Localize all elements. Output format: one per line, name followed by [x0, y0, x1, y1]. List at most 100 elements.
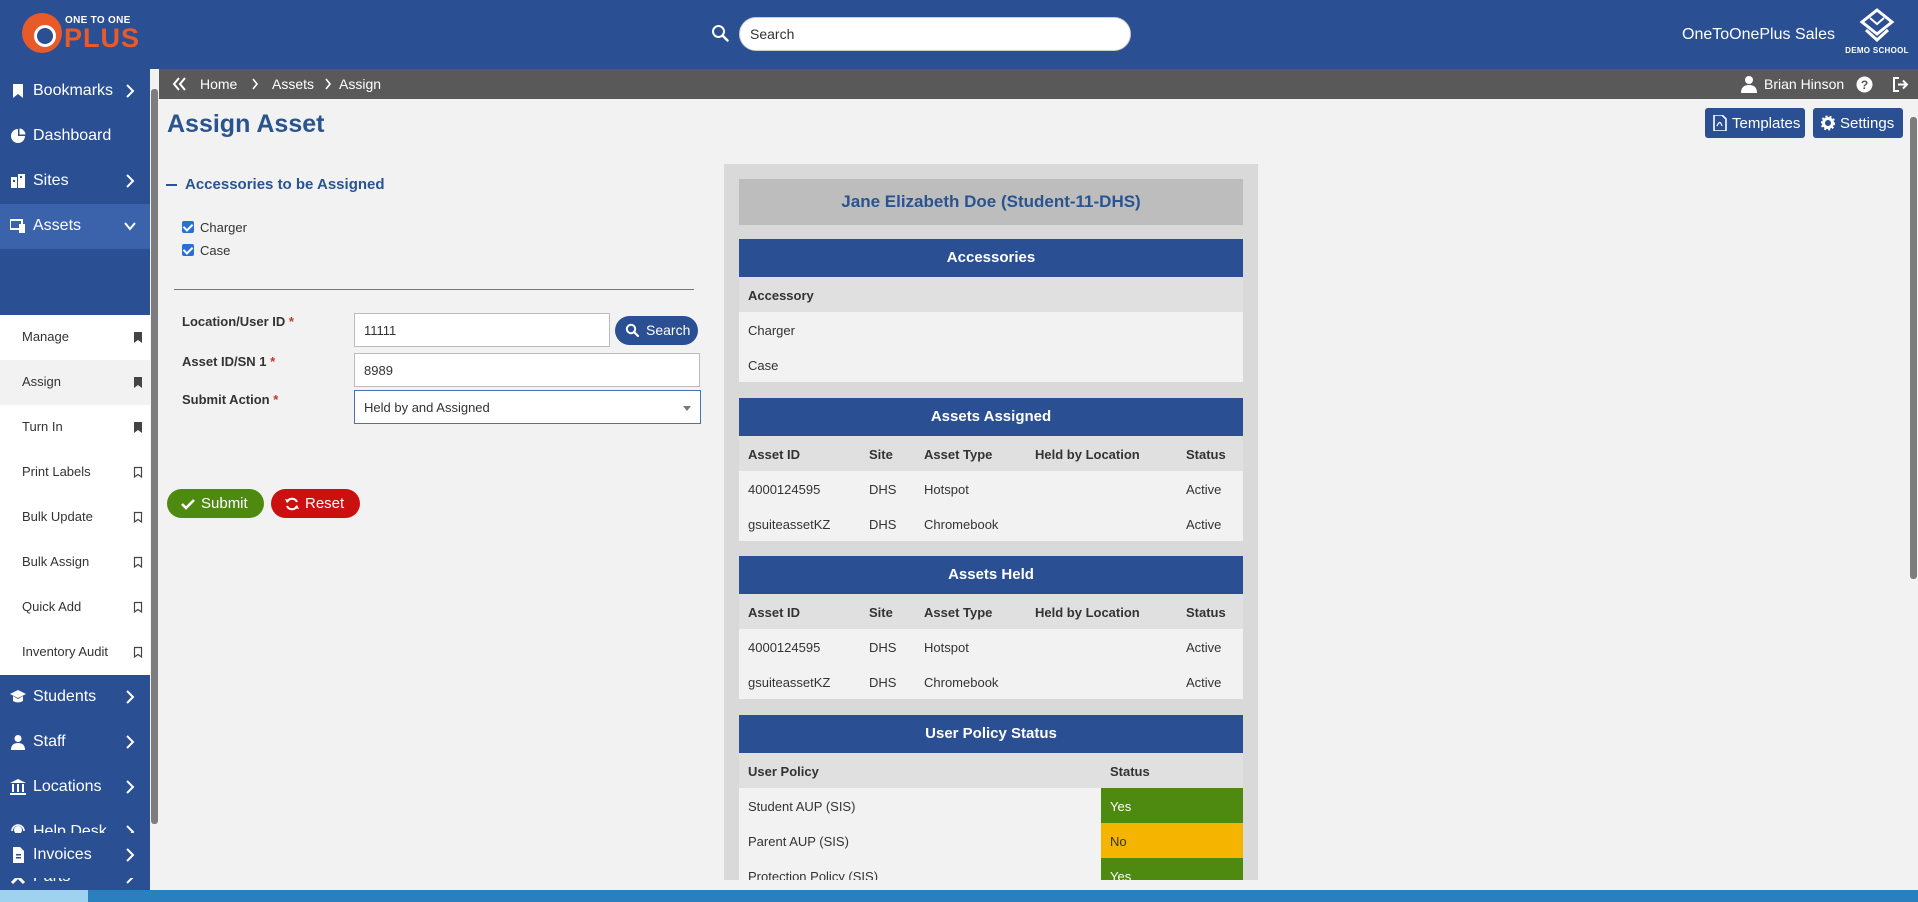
- district-name: DEMO SCHOOL: [1845, 46, 1909, 55]
- submit-button-label: Submit: [201, 495, 248, 512]
- breadcrumb-home[interactable]: Home: [200, 76, 238, 92]
- assets-submenu: Manage Assign Turn In Print Labels Bulk …: [0, 315, 150, 675]
- collapse-sidebar-icon[interactable]: [171, 76, 187, 92]
- submenu-item-label: Assign: [22, 374, 62, 389]
- sidebar-item-label: Assets: [33, 217, 82, 234]
- reset-button[interactable]: Reset: [271, 489, 360, 518]
- table-cell: Parent AUP (SIS): [748, 834, 849, 849]
- table-cell: 4000124595: [748, 640, 821, 655]
- submit-action-select[interactable]: Held by and Assigned: [354, 390, 701, 424]
- accessory-checkbox-case[interactable]: Case: [182, 243, 230, 258]
- submenu-item-print-labels[interactable]: Print Labels: [0, 450, 150, 495]
- checkbox-checked-icon[interactable]: [182, 221, 194, 233]
- submenu-item-label: Turn In: [22, 419, 63, 434]
- sidebar-scrollbar[interactable]: [150, 69, 159, 882]
- settings-button[interactable]: Settings: [1813, 108, 1903, 138]
- sidebar-item-sites[interactable]: Sites: [0, 159, 150, 204]
- label-text: Submit Action: [182, 392, 270, 407]
- submenu-item-manage[interactable]: Manage: [0, 315, 150, 360]
- chevron-right-icon: [126, 84, 135, 98]
- column-header: Accessory: [748, 288, 814, 303]
- table-row: Case: [739, 347, 1243, 382]
- submenu-item-assign[interactable]: Assign: [0, 360, 150, 405]
- sidebar-item-label: Locations: [33, 778, 102, 795]
- table-header-row: Asset ID Site Asset Type Held by Locatio…: [739, 436, 1243, 471]
- templates-button[interactable]: Templates: [1705, 108, 1805, 138]
- bookmark-filled-icon[interactable]: [133, 421, 143, 434]
- bookmark-filled-icon[interactable]: [133, 331, 143, 344]
- submit-action-label: Submit Action *: [182, 392, 278, 407]
- sidebar-scrollbar-thumb[interactable]: [151, 89, 158, 824]
- accessory-checkbox-charger[interactable]: Charger: [182, 220, 247, 235]
- sidebar-item-invoices[interactable]: Invoices: [0, 833, 150, 878]
- column-header: Status: [1186, 605, 1226, 620]
- search-button[interactable]: Search: [615, 316, 698, 345]
- submenu-item-bulk-assign[interactable]: Bulk Assign: [0, 540, 150, 585]
- app-logo[interactable]: ONE TO ONE PLUS: [22, 13, 142, 57]
- submenu-item-label: Bulk Update: [22, 509, 93, 524]
- current-user-name[interactable]: Brian Hinson: [1764, 76, 1845, 92]
- sidebar-item-label: Dashboard: [33, 127, 112, 144]
- search-icon[interactable]: [711, 24, 729, 42]
- section-title: Assets Assigned: [739, 398, 1243, 436]
- table-header-row: User Policy Status: [739, 753, 1243, 788]
- submenu-item-label: Manage: [22, 329, 69, 344]
- submenu-item-bulk-update[interactable]: Bulk Update: [0, 495, 150, 540]
- sidebar-item-dashboard[interactable]: Dashboard: [0, 114, 150, 159]
- account-name[interactable]: OneToOnePlus Sales: [1682, 26, 1835, 43]
- assets-assigned-section: Assets Assigned Asset ID Site Asset Type…: [739, 398, 1243, 541]
- sidebar-item-students[interactable]: Students: [0, 675, 150, 720]
- bookmark-outline-icon[interactable]: [133, 601, 143, 614]
- sidebar-item-locations[interactable]: Locations: [0, 765, 150, 810]
- location-user-id-input[interactable]: 11111: [354, 313, 610, 347]
- submit-button[interactable]: Submit: [167, 489, 264, 518]
- submenu-item-inventory-audit[interactable]: Inventory Audit: [0, 630, 150, 675]
- chevron-down-icon: [124, 222, 136, 231]
- help-icon[interactable]: ?: [1856, 76, 1873, 93]
- table-row: 4000124595 DHS Hotspot Active: [739, 471, 1243, 506]
- bookmark-outline-icon[interactable]: [133, 511, 143, 524]
- top-header: ONE TO ONE PLUS OneToOnePlus Sales DEMO …: [0, 0, 1918, 69]
- table-cell: DHS: [869, 482, 897, 497]
- bookmark-filled-icon[interactable]: [133, 376, 143, 389]
- sidebar-item-staff[interactable]: Staff: [0, 720, 150, 765]
- table-cell: Hotspot: [924, 482, 969, 497]
- required-mark: *: [288, 314, 294, 329]
- table-cell: gsuiteassetKZ: [748, 517, 831, 532]
- accessories-toggle[interactable]: Accessories to be Assigned: [166, 176, 385, 193]
- chevron-right-icon: [126, 690, 135, 704]
- sidebar-item-assets[interactable]: Assets: [0, 204, 150, 249]
- table-cell: DHS: [869, 517, 897, 532]
- breadcrumb-assets[interactable]: Assets: [272, 76, 315, 92]
- column-header: Held by Location: [1035, 605, 1140, 620]
- page-scrollbar[interactable]: [1908, 99, 1918, 882]
- sidebar-item-bookmarks[interactable]: Bookmarks: [0, 69, 150, 114]
- bookmark-outline-icon[interactable]: [133, 646, 143, 659]
- column-header: Status: [1186, 447, 1226, 462]
- checkbox-checked-icon[interactable]: [182, 244, 194, 256]
- students-icon: [10, 690, 26, 703]
- logo-text-top: ONE TO ONE: [65, 15, 131, 26]
- asset-id-input[interactable]: 8989: [354, 353, 700, 387]
- page-scrollbar-thumb[interactable]: [1910, 117, 1917, 579]
- student-name: Jane Elizabeth Doe (Student-11-DHS): [739, 179, 1243, 225]
- logout-icon[interactable]: [1892, 76, 1909, 93]
- search-icon: [625, 323, 639, 337]
- table-row: Charger: [739, 312, 1243, 347]
- checkmark-icon: [181, 499, 195, 510]
- templates-button-label: Templates: [1732, 115, 1801, 132]
- accessory-label: Charger: [200, 220, 247, 235]
- svg-text:?: ?: [1861, 78, 1868, 92]
- column-header: Status: [1110, 764, 1150, 779]
- user-policy-section: User Policy Status User Policy Status St…: [739, 715, 1243, 880]
- table-header-row: Accessory: [739, 277, 1243, 312]
- bookmark-outline-icon[interactable]: [133, 466, 143, 479]
- invoices-icon: [13, 847, 24, 863]
- policy-status-badge: No: [1101, 823, 1243, 858]
- submenu-item-turn-in[interactable]: Turn In: [0, 405, 150, 450]
- sidebar-item-label: Students: [33, 688, 97, 705]
- submenu-item-quick-add[interactable]: Quick Add: [0, 585, 150, 630]
- bookmark-outline-icon[interactable]: [133, 556, 143, 569]
- table-cell: Hotspot: [924, 640, 969, 655]
- search-input[interactable]: [739, 17, 1131, 51]
